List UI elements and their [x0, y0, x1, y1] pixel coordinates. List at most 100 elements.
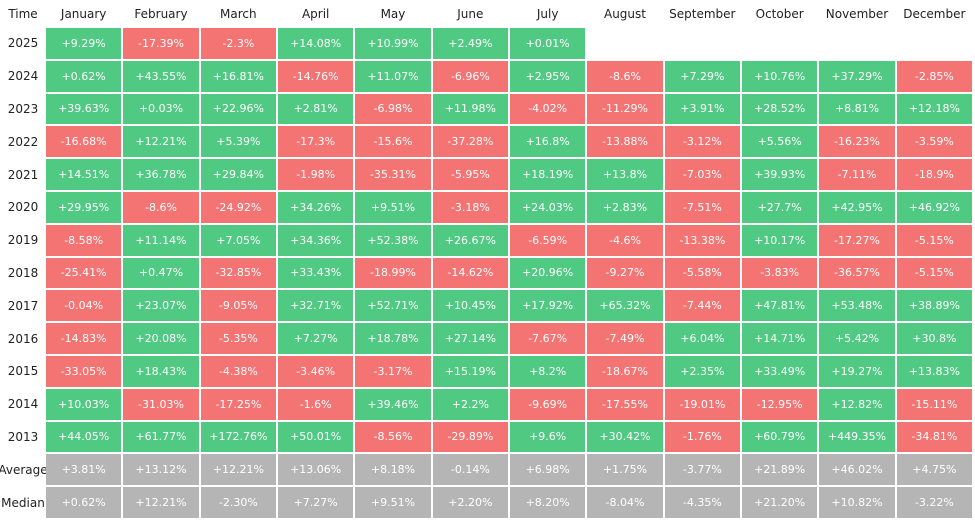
row-label: 2022: [7, 134, 39, 149]
return-cell: -14.83%: [46, 323, 122, 354]
return-cell: +21.20%: [742, 487, 818, 518]
return-cell: +12.82%: [819, 388, 895, 420]
return-cell: +39.63%: [46, 93, 122, 125]
return-cell: +33.49%: [742, 356, 818, 387]
return-cell: +13.06%: [278, 454, 354, 486]
return-cell: +10.82%: [819, 487, 895, 518]
return-cell: -13.38%: [664, 224, 740, 256]
return-cell: +16.8%: [510, 126, 586, 158]
return-cell: -6.96%: [432, 60, 508, 92]
return-cell: +2.49%: [432, 28, 508, 59]
return-cell: +449.35%: [819, 421, 895, 453]
return-cell: +34.36%: [278, 224, 354, 256]
return-cell: +52.71%: [355, 290, 431, 322]
return-cell: -7.03%: [664, 159, 740, 190]
return-cell: +27.7%: [742, 192, 818, 223]
return-cell: +29.84%: [200, 159, 276, 190]
return-cell: +4.75%: [896, 454, 972, 486]
return-cell: +26.67%: [432, 224, 508, 256]
return-cell: +8.20%: [510, 487, 586, 518]
return-cell: -3.59%: [896, 126, 972, 158]
return-cell: +20.96%: [510, 257, 586, 289]
return-cell: -33.05%: [46, 356, 122, 387]
return-cell: +0.47%: [123, 257, 199, 289]
return-cell: +2.35%: [664, 356, 740, 387]
return-cell: +12.18%: [896, 93, 972, 125]
return-cell: -14.62%: [432, 257, 508, 289]
return-cell: -4.35%: [664, 487, 740, 518]
return-cell: -5.15%: [896, 257, 972, 289]
row-label: 2016: [7, 331, 39, 346]
return-cell: -35.31%: [355, 159, 431, 190]
return-cell: +38.89%: [896, 290, 972, 322]
column-header: September: [669, 7, 736, 21]
row-label: 2014: [7, 397, 39, 412]
return-cell: +46.02%: [819, 454, 895, 486]
return-cell: +8.2%: [510, 356, 586, 387]
return-cell: +39.46%: [355, 388, 431, 420]
return-cell: +10.76%: [742, 60, 818, 92]
return-cell: -24.92%: [200, 192, 276, 223]
return-cell: +2.81%: [278, 93, 354, 125]
return-cell: +0.03%: [123, 93, 199, 125]
row-label: Median: [1, 495, 45, 510]
return-cell: +7.27%: [278, 323, 354, 354]
return-cell: -18.99%: [355, 257, 431, 289]
return-cell: +44.05%: [46, 421, 122, 453]
return-cell: +3.81%: [46, 454, 122, 486]
return-cell: +30.42%: [587, 421, 663, 453]
return-cell: +52.38%: [355, 224, 431, 256]
return-cell: +39.93%: [742, 159, 818, 190]
return-cell: +27.14%: [432, 323, 508, 354]
return-cell: -17.3%: [278, 126, 354, 158]
return-cell: +15.19%: [432, 356, 508, 387]
return-cell: -3.18%: [432, 192, 508, 223]
return-cell: -11.29%: [587, 93, 663, 125]
return-cell: +0.62%: [46, 487, 122, 518]
return-cell: +47.81%: [742, 290, 818, 322]
return-cell: +9.51%: [355, 487, 431, 518]
return-cell: +7.05%: [200, 224, 276, 256]
column-header: August: [603, 7, 646, 21]
return-cell: -8.04%: [587, 487, 663, 518]
return-cell: -9.27%: [587, 257, 663, 289]
return-cell: -4.02%: [510, 93, 586, 125]
return-cell: +46.92%: [896, 192, 972, 223]
return-cell: -37.28%: [432, 126, 508, 158]
row-label: 2025: [7, 36, 39, 51]
return-cell: -16.68%: [46, 126, 122, 158]
row-label: Average: [0, 462, 48, 477]
return-cell: +8.81%: [819, 93, 895, 125]
return-cell: +10.45%: [432, 290, 508, 322]
return-cell: +11.07%: [355, 60, 431, 92]
return-cell: -3.17%: [355, 356, 431, 387]
return-cell: -32.85%: [200, 257, 276, 289]
return-cell: +21.89%: [742, 454, 818, 486]
column-header: April: [301, 7, 330, 21]
return-cell: +22.96%: [200, 93, 276, 125]
return-cell: -6.98%: [355, 93, 431, 125]
row-label: 2015: [7, 364, 39, 379]
return-cell: +61.77%: [123, 421, 199, 453]
return-cell: +14.71%: [742, 323, 818, 354]
return-cell: -7.51%: [664, 192, 740, 223]
column-header: February: [134, 7, 188, 21]
return-cell: -0.14%: [432, 454, 508, 486]
return-cell: +7.29%: [664, 60, 740, 92]
row-label: 2024: [7, 69, 39, 84]
return-cell: +18.43%: [123, 356, 199, 387]
row-label: 2018: [7, 265, 39, 280]
return-cell: +65.32%: [587, 290, 663, 322]
return-cell: +10.17%: [742, 224, 818, 256]
column-header: January: [60, 7, 107, 21]
return-cell: +37.29%: [819, 60, 895, 92]
return-cell: +6.04%: [664, 323, 740, 354]
row-label: 2020: [7, 200, 39, 215]
return-cell: +10.99%: [355, 28, 431, 59]
return-cell: -2.85%: [896, 60, 972, 92]
return-cell: -2.3%: [200, 28, 276, 59]
column-header: March: [220, 7, 257, 21]
return-cell: +0.01%: [510, 28, 586, 59]
column-header: December: [903, 7, 966, 21]
return-cell: +2.83%: [587, 192, 663, 223]
